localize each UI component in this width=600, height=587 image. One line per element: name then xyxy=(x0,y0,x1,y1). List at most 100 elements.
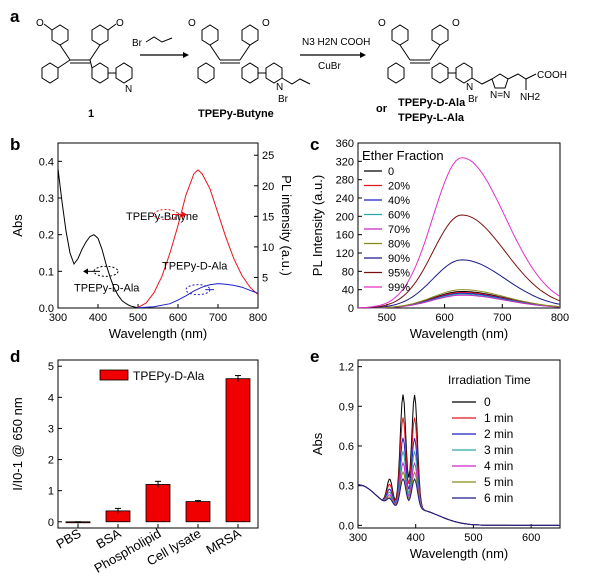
chart-e-series-6 xyxy=(357,477,560,526)
chart-b-annotation-dala-pl: TPEPy-D-Ala xyxy=(162,261,228,273)
chart-c-legend-title: Ether Fraction xyxy=(362,148,444,163)
panel-label-c: c xyxy=(310,135,319,154)
chart-c-ytick-label: 120 xyxy=(336,248,354,260)
chart-c-ytick-label: 0 xyxy=(348,303,354,315)
chart-b-series-1 xyxy=(137,169,259,308)
chart-c-xtick-label: 800 xyxy=(551,312,569,324)
or-label: or xyxy=(376,103,388,115)
chart-d-legend-swatch xyxy=(99,369,129,381)
chart-e-legend-label: 5 min xyxy=(484,475,513,489)
chart-d-legend-label: TPEPy-D-Ala xyxy=(133,369,205,383)
chart-e-frame xyxy=(357,359,561,529)
chart-c-ylabel: PL Intensity (a.u.) xyxy=(310,175,325,276)
chart-b-ytick-right-label: 15 xyxy=(262,211,274,223)
chart-c-series-7 xyxy=(357,214,561,309)
chart-c-legend-label: 60% xyxy=(388,210,410,222)
chart-d-ytick-label: 3 xyxy=(48,423,54,435)
chart-c-legend-label: 40% xyxy=(388,195,410,207)
chart-c-legend-label: 0 xyxy=(388,166,394,178)
chart-e-ytick-label: 0.3 xyxy=(339,481,354,493)
chart-b-frame xyxy=(57,142,259,309)
chart-b-ytick-label: 0.1 xyxy=(39,266,54,278)
chart-c-ytick-label: 320 xyxy=(336,156,354,168)
chart-b-xtick-label: 700 xyxy=(209,312,227,324)
chart-c-legend-label: 70% xyxy=(388,224,410,236)
svg-text:O: O xyxy=(452,18,460,29)
br-label-2: Br xyxy=(278,94,289,105)
chart-c-legend-label: 90% xyxy=(388,253,410,265)
chart-b-xtick-label: 600 xyxy=(169,312,187,324)
chart-e-xtick-label: 600 xyxy=(522,532,540,544)
chart-b-ytick-right-label: 10 xyxy=(262,242,274,254)
chart-c-xtick-label: 700 xyxy=(493,312,511,324)
chart-e-xlabel: Wavelength (nm) xyxy=(410,546,509,561)
chart-c-xtick-label: 600 xyxy=(435,312,453,324)
reagent-step1: Br xyxy=(132,38,143,49)
chart-e-ytick-label: 1.2 xyxy=(339,362,354,374)
svg-text:O: O xyxy=(116,18,124,29)
chart-c-ytick-label: 280 xyxy=(336,175,354,187)
svg-text:O: O xyxy=(36,18,44,29)
chart-c-ytick-label: 360 xyxy=(336,138,354,150)
panel-label-a: a xyxy=(10,7,20,26)
reagent-step2-catalyst: CuBr xyxy=(318,61,341,72)
chart-b: 300 400 500 600 700 800 0.0 0.1 0.2 0.3 0.4 5 10 15 20… xyxy=(10,142,294,341)
chart-c-legend-label: 99% xyxy=(388,282,410,294)
chart-b-ylabel-right: PL intensity (a.u.) xyxy=(279,175,294,276)
svg-text:N: N xyxy=(276,82,283,93)
chart-b-xlabel: Wavelength (nm) xyxy=(109,326,208,341)
chart-b-ytick-right-label: 20 xyxy=(262,181,274,193)
br-label-3: Br xyxy=(468,94,479,105)
svg-text:N=N: N=N xyxy=(490,90,510,101)
chart-d-bar xyxy=(145,484,171,523)
chart-b-arrowhead-abs xyxy=(83,268,88,275)
chart-b-ytick-label: 0.2 xyxy=(39,230,54,242)
chart-e-series-4 xyxy=(357,461,560,526)
chart-e-legend-label: 1 min xyxy=(484,411,513,425)
chart-b-ytick-label: 0.0 xyxy=(39,303,54,315)
chart-c-xtick-label: 500 xyxy=(378,312,396,324)
chart-c-series-6 xyxy=(358,259,561,309)
chart-c-ytick-label: 240 xyxy=(336,193,354,205)
chart-e-ytick-label: 0.6 xyxy=(339,441,354,453)
chart-e-legend-label: 6 min xyxy=(484,491,513,505)
svg-text:O: O xyxy=(188,18,196,29)
chart-c-ytick-label: 40 xyxy=(342,285,354,297)
chart-d-ylabel: I/I0-1 @ 650 nm xyxy=(10,397,25,490)
chart-b-ytick-right-label: 25 xyxy=(262,150,274,162)
chart-e-legend-title: Irradiation Time xyxy=(448,373,531,387)
chart-e-xtick-label: 300 xyxy=(349,532,367,544)
chart-d-bar xyxy=(225,378,251,523)
chart-e-legend-label: 4 min xyxy=(484,459,513,473)
chart-c-xlabel: Wavelength (nm) xyxy=(410,326,509,341)
chart-b-arrowhead-butyne xyxy=(182,211,187,218)
chart-e-legend-label: 0 xyxy=(484,395,491,409)
svg-text:N: N xyxy=(125,84,132,95)
chart-e-xtick-label: 400 xyxy=(407,532,425,544)
chart-e-ytick-label: 0.0 xyxy=(339,520,354,532)
chart-e-series-3 xyxy=(357,449,560,526)
cooh-label: COOH xyxy=(537,70,567,81)
molecule-3: O O N N=N xyxy=(378,18,537,101)
chart-d-bar xyxy=(185,501,211,523)
chart-e-legend-label: 3 min xyxy=(484,443,513,457)
reagent-step2: N3 H2N COOH xyxy=(302,37,370,48)
chart-b-ellipse-abs xyxy=(93,265,119,277)
chart-e-legend-label: 2 min xyxy=(484,427,513,441)
molecule-1: O O N xyxy=(36,18,133,95)
compound-3b-label: TPEPy-L-Ala xyxy=(398,112,465,124)
chart-b-ytick-label: 0.4 xyxy=(39,156,54,168)
chart-c: 500 600 700 800 0 40 80 120 160 200 240 280 320 360 Wa… xyxy=(310,138,569,341)
chart-b-ytick-label: 0.3 xyxy=(39,193,54,205)
svg-text:N: N xyxy=(466,82,473,93)
chart-c-legend-label: 80% xyxy=(388,239,410,251)
chart-c-ytick-label: 160 xyxy=(336,230,354,242)
chart-e-ytick-label: 0.9 xyxy=(339,401,354,413)
chart-e: 300 400 500 600 0.0 0.3 0.6 0.9 1.2 Wavelength (n… xyxy=(310,359,561,561)
chart-e-series-0 xyxy=(357,394,560,526)
chart-d-ytick-label: 5 xyxy=(48,361,54,373)
chart-b-xtick-label: 400 xyxy=(89,312,107,324)
chart-b-ylabel: Abs xyxy=(10,214,25,237)
panel-label-d: d xyxy=(10,347,20,366)
